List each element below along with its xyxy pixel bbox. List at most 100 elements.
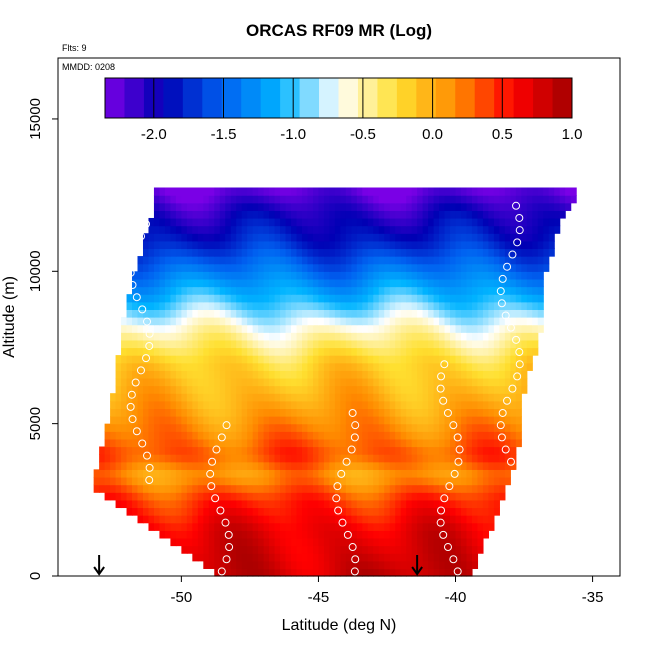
heatmap-cell [312, 385, 320, 394]
heatmap-cell [433, 317, 440, 326]
heatmap-cell [362, 263, 369, 272]
heatmap-cell [345, 499, 352, 509]
heatmap-cell [318, 256, 325, 265]
heatmap-cell [252, 408, 259, 417]
heatmap-cell [312, 248, 320, 257]
heatmap-cell [488, 240, 495, 250]
heatmap-cell [285, 278, 292, 288]
heatmap-cell [362, 484, 369, 493]
heatmap-cell [126, 476, 133, 486]
heatmap-cell [373, 476, 380, 486]
heatmap-cell [428, 469, 435, 478]
heatmap-cell [153, 476, 161, 486]
heatmap-cell [269, 545, 276, 554]
heatmap-cell [504, 286, 511, 295]
heatmap-cell [318, 377, 325, 387]
heatmap-cell [356, 492, 363, 501]
heatmap-cell [373, 492, 380, 501]
heatmap-cell [175, 202, 182, 211]
profile-point [145, 207, 154, 216]
heatmap-cell [461, 263, 468, 272]
down-arrow-marker [411, 555, 423, 576]
heatmap-cell [153, 499, 161, 509]
heatmap-cell [433, 499, 440, 509]
heatmap-cell [230, 233, 237, 242]
heatmap-cell [351, 339, 358, 349]
heatmap-cell [301, 431, 309, 440]
heatmap-cell [411, 263, 418, 272]
heatmap-cell [499, 377, 506, 387]
heatmap-cell [203, 355, 210, 364]
heatmap-cell [175, 225, 182, 234]
heatmap-cell [164, 362, 171, 371]
heatmap-cell [252, 446, 259, 455]
heatmap-cell [477, 522, 484, 531]
heatmap-cell [384, 324, 391, 333]
heatmap-cell [323, 400, 330, 410]
heatmap-cell [164, 248, 171, 257]
heatmap-cell [351, 233, 358, 242]
heatmap-cell [444, 271, 451, 280]
heatmap-cell [159, 210, 166, 219]
heatmap-cell [554, 195, 561, 204]
heatmap-cell [378, 271, 385, 280]
heatmap-cell [214, 370, 221, 379]
heatmap-cell [186, 217, 193, 227]
heatmap-cell [175, 248, 182, 257]
heatmap-cell [406, 256, 413, 265]
heatmap-cell [488, 278, 495, 288]
heatmap-cell [247, 446, 254, 455]
heatmap-cell [236, 499, 243, 509]
heatmap-cell [247, 461, 254, 470]
heatmap-cell [241, 454, 248, 463]
heatmap-cell [367, 461, 374, 470]
heatmap-cell [115, 461, 122, 470]
heatmap-cell [208, 240, 215, 250]
heatmap-cell [312, 217, 320, 227]
heatmap-cell [142, 507, 150, 516]
heatmap-cell [312, 301, 320, 310]
heatmap-cell [543, 256, 550, 265]
heatmap-cell [351, 560, 358, 569]
heatmap-cell [197, 423, 204, 432]
heatmap-cell [208, 278, 215, 288]
heatmap-cell [439, 461, 446, 470]
heatmap-cell [274, 476, 281, 486]
heatmap-cell [241, 423, 248, 432]
heatmap-cell [323, 202, 330, 211]
heatmap-cell [164, 355, 171, 364]
heatmap-cell [428, 248, 435, 257]
heatmap-cell [450, 187, 457, 196]
heatmap-cell [340, 393, 347, 402]
heatmap-cell [384, 317, 391, 326]
heatmap-cell [110, 454, 117, 463]
heatmap-cell [384, 248, 391, 257]
profile-point [443, 408, 452, 417]
heatmap-cell [455, 317, 462, 326]
heatmap-cell [515, 385, 522, 394]
heatmap-cell [197, 370, 204, 379]
heatmap-cell [351, 263, 358, 272]
heatmap-cell [219, 377, 226, 387]
heatmap-cell [153, 233, 161, 242]
heatmap-cell [307, 454, 314, 463]
heatmap-cell [450, 416, 457, 425]
heatmap-cell [521, 256, 528, 265]
heatmap-cell [186, 537, 193, 547]
heatmap-cell [252, 560, 259, 569]
heatmap-cell [345, 240, 352, 250]
heatmap-cell [570, 187, 577, 196]
heatmap-cell [219, 423, 226, 432]
heatmap-cell [203, 263, 210, 272]
heatmap-cell [296, 530, 303, 539]
y-axis-label: Altitude (m) [1, 276, 18, 358]
heatmap-cell [214, 195, 221, 204]
heatmap-cell [428, 324, 435, 333]
heatmap-cell [389, 568, 396, 577]
heatmap-cell [340, 286, 347, 295]
heatmap-cell [214, 408, 221, 417]
heatmap-cell [318, 362, 325, 371]
heatmap-cell [230, 492, 237, 501]
heatmap-cell [345, 560, 352, 569]
heatmap-cell [186, 393, 193, 402]
